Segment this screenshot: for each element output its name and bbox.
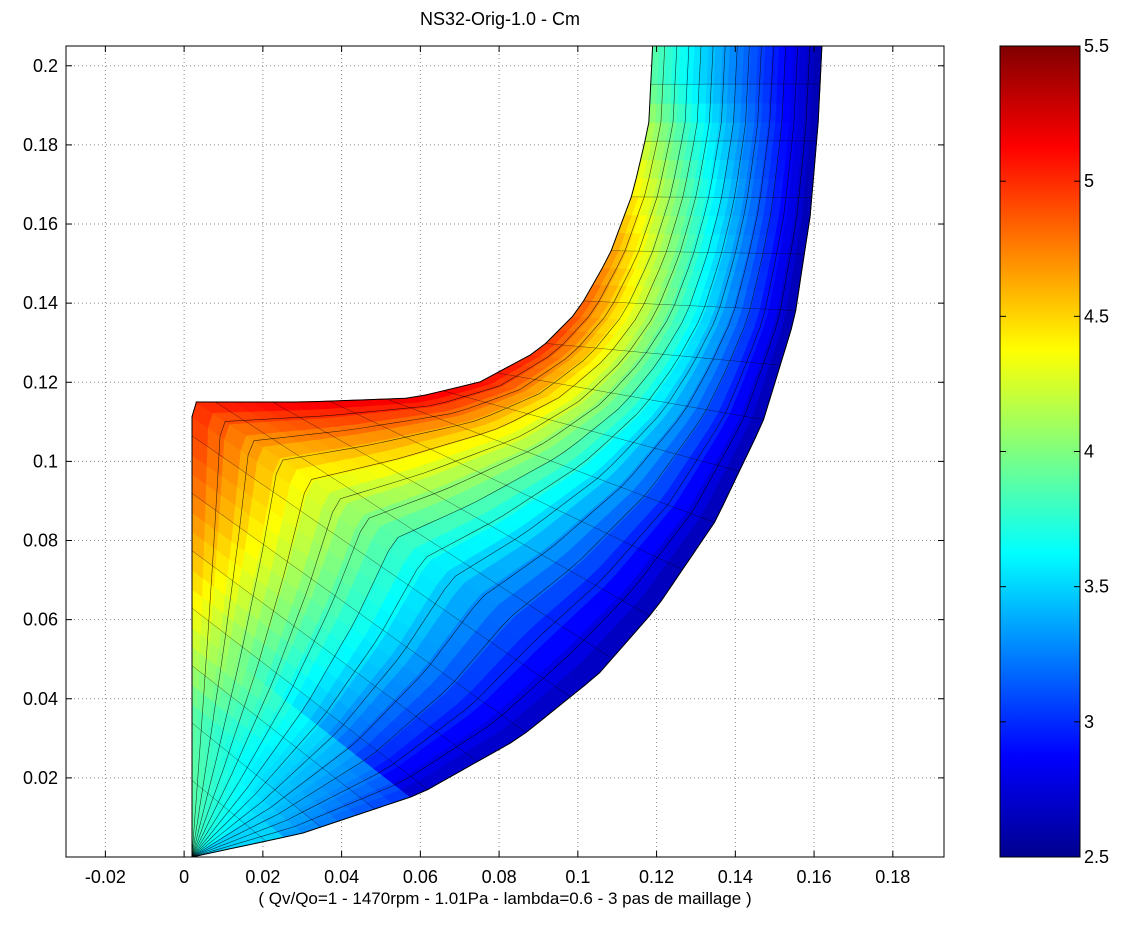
contour-line — [191, 607, 428, 790]
contour-cell — [697, 102, 707, 123]
x-tick-label: 0.12 — [639, 867, 674, 887]
x-tick-label: 0.04 — [324, 867, 359, 887]
y-tick-label: 0.12 — [23, 372, 58, 392]
contour-cell — [677, 83, 687, 104]
y-tick-label: 0.14 — [23, 293, 58, 313]
x-axis-label: ( Qv/Qo=1 - 1470rpm - 1.01Pa - lambda=0.… — [258, 889, 751, 908]
contour-line — [191, 435, 571, 698]
colorbar: 2.5 3 3.5 4 4.5 5 5.5 — [999, 36, 1109, 867]
x-tick-label: 0 — [179, 867, 189, 887]
contour-cell — [655, 102, 665, 123]
y-axis-ticks: 0.02 0.04 0.06 0.08 0.1 0.12 0.14 0.16 0.18 0.2 — [23, 56, 944, 788]
contour-cell — [783, 83, 793, 104]
y-tick-label: 0.08 — [23, 531, 58, 551]
contour-line — [191, 550, 478, 762]
contour-line — [443, 390, 740, 472]
contour-line — [583, 300, 796, 311]
contour-line — [191, 665, 375, 810]
contour-cell — [742, 46, 752, 66]
x-tick-label: 0.06 — [403, 867, 438, 887]
contour-cell — [686, 46, 696, 66]
contour-cell — [792, 46, 802, 66]
contour-line — [545, 343, 781, 366]
contour-line — [631, 196, 812, 198]
contour-cell — [813, 46, 823, 66]
colorbar-tick-label: 2.5 — [1084, 847, 1109, 867]
colorbar-tick-label: 4 — [1084, 442, 1094, 462]
contour-cell — [713, 64, 723, 85]
y-tick-label: 0.1 — [33, 451, 58, 471]
colorbar-fill — [999, 45, 1081, 858]
contour-cell — [726, 83, 736, 104]
contour-cell — [763, 64, 773, 85]
contour-cell — [734, 64, 744, 85]
contour-line — [386, 398, 715, 523]
contour-cell — [719, 83, 729, 104]
contour-cell — [721, 46, 731, 66]
contour-cell — [700, 46, 710, 66]
y-tick-label: 0.02 — [23, 768, 58, 788]
x-tick-label: 0.1 — [565, 867, 590, 887]
contour-line — [191, 722, 322, 828]
x-tick-label: 0.18 — [875, 867, 910, 887]
x-tick-label: 0.08 — [482, 867, 517, 887]
contour-cell — [749, 64, 758, 85]
colorbar-tick-label: 3.5 — [1084, 577, 1109, 597]
contour-line — [215, 401, 613, 659]
contour-cell — [797, 83, 807, 104]
contour-line — [191, 780, 267, 842]
contour-cell — [747, 102, 757, 123]
contour-cell — [663, 83, 673, 104]
y-tick-label: 0.04 — [23, 689, 58, 709]
contour-cell — [699, 64, 709, 85]
contour-cell — [693, 46, 703, 66]
colorbar-ticks: 2.5 3 3.5 4 4.5 5 5.5 — [1000, 36, 1109, 867]
contour-line — [191, 493, 527, 733]
contour-cell — [785, 46, 795, 66]
y-tick-label: 0.2 — [33, 56, 58, 76]
contour-cell — [804, 83, 814, 104]
contour-cell — [733, 102, 742, 123]
y-tick-label: 0.06 — [23, 610, 58, 630]
contour-cell — [714, 46, 724, 66]
x-tick-label: 0.14 — [718, 867, 753, 887]
contour-cell — [799, 46, 809, 66]
colorbar-tick-label: 5.5 — [1084, 36, 1109, 56]
contour-cell — [707, 46, 717, 66]
colorbar-tick-label: 5 — [1084, 171, 1094, 191]
contour-cell — [657, 64, 667, 85]
x-axis-ticks: -0.02 0 0.02 0.04 0.06 0.08 0.1 0.12 0.14 0.16 0.1… — [85, 46, 910, 887]
y-tick-label: 0.16 — [23, 214, 58, 234]
contour-cell — [727, 64, 737, 85]
plot-frame — [65, 45, 945, 858]
colorbar-tick-label: 3 — [1084, 712, 1094, 732]
contour-cell — [796, 102, 806, 123]
contour-line — [272, 401, 650, 617]
domain-outline — [191, 46, 823, 857]
chart-title: NS32-Orig-1.0 - Cm — [420, 9, 580, 29]
x-tick-label: 0.02 — [245, 867, 280, 887]
x-tick-label: -0.02 — [85, 867, 126, 887]
contour-line — [329, 400, 683, 570]
contour-line — [496, 372, 764, 420]
contour-cell — [757, 46, 766, 66]
contour-cell — [711, 102, 721, 123]
contour-cell — [741, 83, 750, 104]
contour-line — [611, 250, 805, 255]
contour-cell — [672, 46, 682, 66]
flow-domain — [191, 46, 823, 857]
contour-cell — [764, 46, 774, 66]
x-tick-label: 0.16 — [797, 867, 832, 887]
contour-cell — [805, 64, 815, 85]
contour-cell — [761, 102, 771, 123]
contour-cell — [679, 46, 689, 66]
contour-cell — [665, 46, 675, 66]
colorbar-tick-label: 4.5 — [1084, 306, 1109, 326]
y-tick-label: 0.18 — [23, 135, 58, 155]
contour-cell — [750, 46, 759, 66]
